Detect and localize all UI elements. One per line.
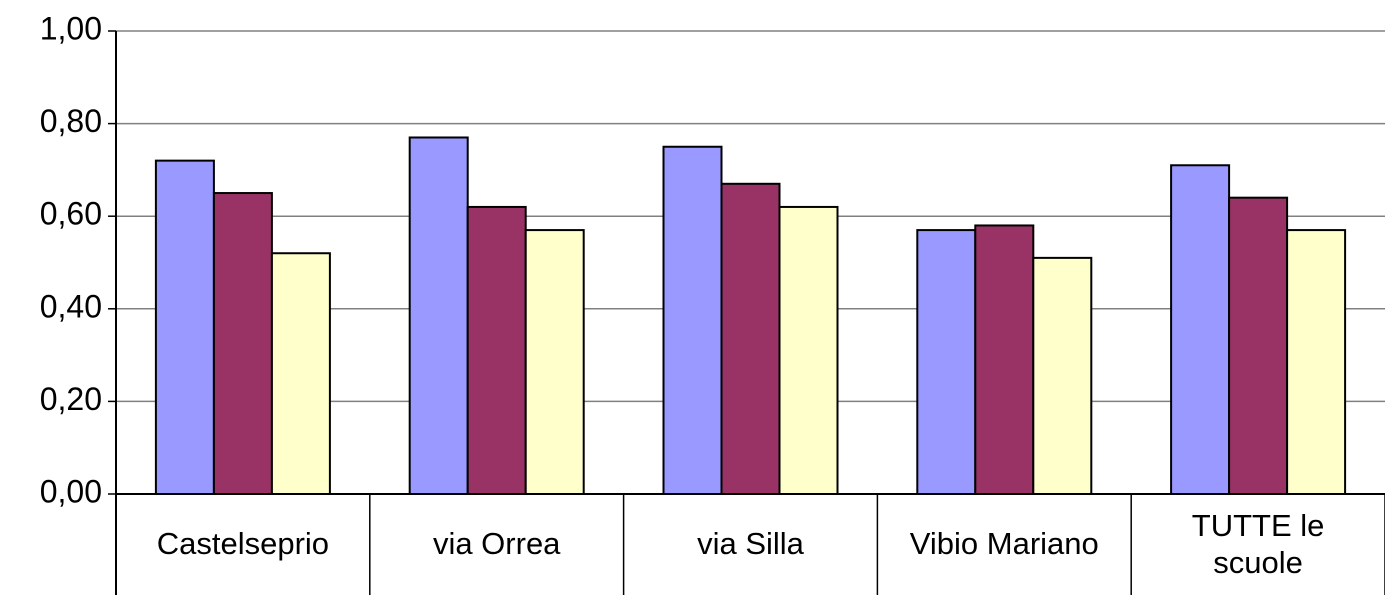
x-tick-label: TUTTE le scuole (1191, 507, 1325, 580)
x-tick-label: via Silla (697, 526, 804, 562)
bar (1170, 164, 1231, 496)
y-tick-label: 0,60 (40, 196, 102, 232)
bar (720, 182, 781, 495)
bar (916, 229, 977, 495)
bar (270, 252, 331, 495)
bar (1032, 256, 1093, 495)
bar (408, 136, 469, 496)
bar (778, 205, 839, 495)
bar (212, 192, 273, 496)
y-tick-label: 0,80 (40, 103, 102, 139)
bar (662, 145, 723, 495)
y-tick-label: 0,40 (40, 288, 102, 324)
bar (1228, 196, 1289, 495)
x-tick-label: Vibio Mariano (909, 526, 1099, 562)
bar (524, 229, 585, 495)
x-tick-label: via Orrea (432, 526, 561, 562)
y-tick-label: 1,00 (40, 10, 102, 46)
y-tick-label: 0,00 (40, 473, 102, 509)
y-tick-label: 0,20 (40, 381, 102, 417)
bar (1286, 229, 1347, 495)
bar (154, 159, 215, 495)
bar (974, 224, 1035, 496)
x-tick-label: Castelseprio (156, 526, 330, 562)
bar (466, 205, 527, 495)
